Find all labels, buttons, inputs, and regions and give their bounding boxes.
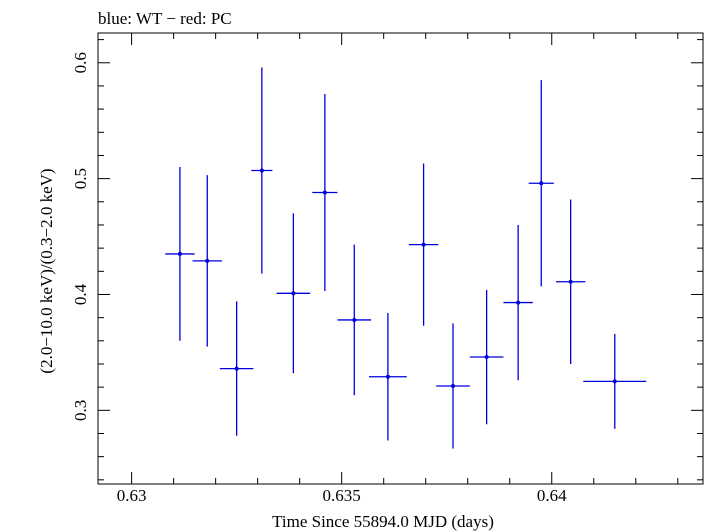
y-axis: 0.3 0.4 0.5 0.6 [71,39,703,481]
point-marker [539,181,544,186]
data-points [165,67,647,449]
point-marker [484,355,489,360]
data-point [219,301,254,436]
plot-frame [97,32,704,485]
point-marker [451,383,456,388]
x-tick-label: 0.63 [117,486,147,505]
point-marker [259,168,264,173]
data-point [503,224,533,381]
data-point [469,289,504,425]
data-point [436,323,470,449]
point-marker [385,374,390,379]
point-marker [234,366,239,371]
point-marker [322,190,327,195]
data-point [528,80,554,287]
data-point [368,313,407,441]
point-marker [421,242,426,247]
y-tick-label: 0.4 [71,283,90,305]
data-point [583,333,647,429]
point-marker [516,300,521,305]
chart-title: blue: WT − red: PC [98,9,232,28]
data-point [192,175,222,347]
y-tick-label: 0.6 [71,52,90,73]
data-point [251,67,273,274]
data-point [555,199,586,364]
x-tick-label: 0.635 [323,486,361,505]
y-tick-label: 0.3 [71,400,90,421]
data-point [312,94,338,291]
y-tick-label: 0.5 [71,168,90,189]
point-marker [205,258,210,263]
point-marker [568,279,573,284]
data-point [337,244,372,396]
x-axis: 0.63 0.635 0.64 [117,33,679,505]
data-point [408,163,439,326]
x-axis-label: Time Since 55894.0 MJD (days) [272,512,494,531]
x-tick-label: 0.64 [537,486,567,505]
data-point [165,167,195,341]
point-marker [352,317,357,322]
point-marker [177,251,182,256]
y-axis-label: (2.0−10.0 keV)/(0.3−2.0 keV) [37,168,56,373]
point-marker [612,379,617,384]
point-marker [291,291,296,296]
data-point [276,213,311,374]
